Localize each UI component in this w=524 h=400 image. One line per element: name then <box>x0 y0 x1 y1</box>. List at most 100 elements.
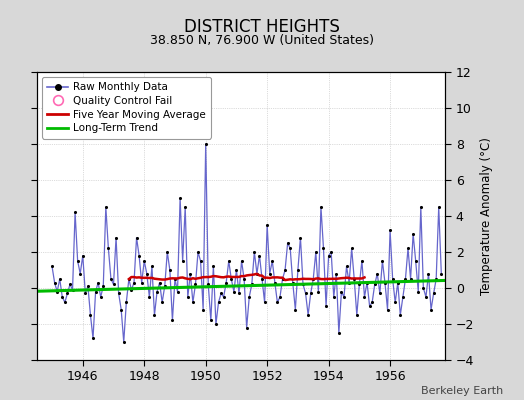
Legend: Raw Monthly Data, Quality Control Fail, Five Year Moving Average, Long-Term Tren: Raw Monthly Data, Quality Control Fail, … <box>42 77 211 138</box>
Point <box>319 245 328 252</box>
Point <box>194 249 202 255</box>
Point <box>191 281 200 288</box>
Point <box>283 240 292 246</box>
Point <box>255 252 264 259</box>
Point <box>227 276 235 282</box>
Point <box>56 276 64 282</box>
Point <box>148 263 156 270</box>
Point <box>181 204 189 210</box>
Text: 38.850 N, 76.900 W (United States): 38.850 N, 76.900 W (United States) <box>150 34 374 47</box>
Point <box>409 231 417 237</box>
Point <box>266 270 274 277</box>
Point <box>278 276 287 282</box>
Point <box>58 294 67 300</box>
Point <box>407 276 415 282</box>
Point <box>186 270 194 277</box>
Point <box>309 276 318 282</box>
Point <box>324 252 333 259</box>
Point <box>337 288 346 295</box>
Point <box>286 245 294 252</box>
Point <box>419 285 428 291</box>
Point <box>179 258 187 264</box>
Point <box>427 306 435 313</box>
Point <box>133 234 141 241</box>
Point <box>376 290 384 297</box>
Point <box>214 299 223 306</box>
Point <box>171 276 179 282</box>
Point <box>268 258 277 264</box>
Text: Berkeley Earth: Berkeley Earth <box>421 386 503 396</box>
Point <box>140 258 148 264</box>
Point <box>289 279 297 286</box>
Point <box>222 279 231 286</box>
Point <box>112 234 120 241</box>
Point <box>166 267 174 273</box>
Point <box>117 306 125 313</box>
Point <box>158 299 166 306</box>
Point <box>232 267 241 273</box>
Point <box>276 294 284 300</box>
Point <box>434 204 443 210</box>
Point <box>135 252 143 259</box>
Point <box>312 249 320 255</box>
Point <box>153 288 161 295</box>
Point <box>68 286 77 293</box>
Point <box>350 276 358 282</box>
Point <box>384 306 392 313</box>
Point <box>127 286 136 293</box>
Point <box>73 258 82 264</box>
Point <box>361 294 369 300</box>
Point <box>81 290 90 297</box>
Point <box>204 281 212 288</box>
Point <box>417 204 425 210</box>
Point <box>316 204 325 210</box>
Point <box>145 294 154 300</box>
Point <box>202 141 210 147</box>
Point <box>104 245 113 252</box>
Point <box>345 279 353 286</box>
Point <box>314 288 323 295</box>
Point <box>373 270 381 277</box>
Point <box>355 281 364 288</box>
Point <box>363 279 371 286</box>
Point <box>89 335 97 342</box>
Point <box>160 283 169 290</box>
Point <box>347 245 356 252</box>
Point <box>212 321 220 327</box>
Point <box>225 258 233 264</box>
Point <box>381 279 389 286</box>
Point <box>122 299 130 306</box>
Point <box>156 279 164 286</box>
Point <box>237 258 246 264</box>
Point <box>217 290 225 297</box>
Point <box>168 317 177 324</box>
Point <box>86 312 95 318</box>
Point <box>245 294 254 300</box>
Point <box>304 312 312 318</box>
Point <box>391 299 399 306</box>
Point <box>53 288 61 295</box>
Point <box>137 279 146 286</box>
Point <box>48 263 56 270</box>
Point <box>99 283 107 290</box>
Point <box>388 276 397 282</box>
Point <box>404 245 412 252</box>
Point <box>271 279 279 286</box>
Point <box>253 270 261 277</box>
Point <box>365 303 374 309</box>
Point <box>399 294 407 300</box>
Point <box>84 283 92 290</box>
Point <box>248 281 256 288</box>
Point <box>163 249 171 255</box>
Point <box>189 299 197 306</box>
Point <box>422 294 430 300</box>
Point <box>340 294 348 300</box>
Point <box>293 267 302 273</box>
Point <box>76 270 84 277</box>
Point <box>71 209 79 216</box>
Point <box>102 204 110 210</box>
Point <box>432 276 440 282</box>
Point <box>196 258 205 264</box>
Point <box>401 276 410 282</box>
Point <box>368 299 376 306</box>
